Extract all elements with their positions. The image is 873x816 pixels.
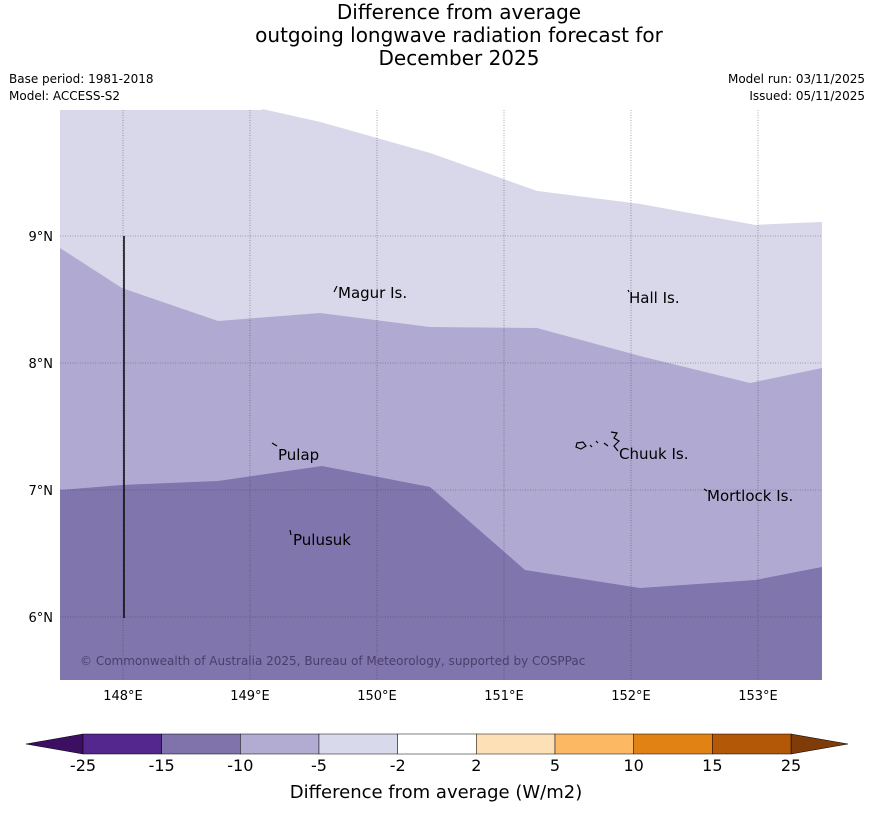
island-outlines xyxy=(271,285,708,536)
meta-right: Model run: 03/11/2025 Issued: 05/11/2025 xyxy=(728,71,865,105)
chuuk-island-2 xyxy=(589,444,593,448)
colorbar-segment-4 xyxy=(397,733,477,755)
chuuk-island-1 xyxy=(575,441,587,450)
lon-label-150e: 150°E xyxy=(357,689,397,704)
colorbar-segment-1 xyxy=(161,733,241,755)
colorbar-segment-0 xyxy=(82,733,162,755)
lat-label-6n: 6°N xyxy=(29,611,54,626)
gridlines xyxy=(60,110,822,680)
magur-island-shape xyxy=(333,285,338,293)
lon-label-149e: 149°E xyxy=(230,689,270,704)
colorbar-tick-label: 10 xyxy=(623,756,643,775)
band-minus15-to-minus10 xyxy=(60,466,822,680)
colorbar-segment-3 xyxy=(318,733,398,755)
colorbar-tick-label: -10 xyxy=(227,756,253,775)
colorbar-tick-label: 15 xyxy=(702,756,722,775)
lon-label-151e: 151°E xyxy=(484,689,524,704)
model-text: Model: ACCESS-S2 xyxy=(9,89,121,103)
title-line-2: outgoing longwave radiation forecast for xyxy=(255,23,663,47)
place-label-pulap: Pulap xyxy=(278,446,319,464)
meta-left: Base period: 1981-2018 Model: ACCESS-S2 xyxy=(9,71,154,105)
lon-label-148e: 148°E xyxy=(103,689,143,704)
colorbar-tick-label: -2 xyxy=(390,756,406,775)
colorbar-segment-7 xyxy=(633,733,713,755)
lat-label-9n: 9°N xyxy=(29,230,54,245)
colorbar-segment-2 xyxy=(240,733,320,755)
chuuk-island-3 xyxy=(595,440,599,444)
colorbar-tick-label: -5 xyxy=(311,756,327,775)
chart-title: Difference from average outgoing longwav… xyxy=(0,1,873,70)
colorbar-segment-6 xyxy=(554,733,634,755)
mortlock-island-shape xyxy=(703,488,708,492)
colorbar-over-arrow xyxy=(790,733,849,755)
pulap-island-shape xyxy=(271,442,278,447)
colorbar-ticks: -25 -15 -10 -5 -2 2 5 10 15 25 xyxy=(70,756,801,775)
place-label-hall: Hall Is. xyxy=(629,289,680,307)
title-line-3: December 2025 xyxy=(378,46,540,70)
base-period-text: Base period: 1981-2018 xyxy=(9,72,154,86)
place-label-magur: Magur Is. xyxy=(338,284,407,302)
colorbar-tick-label: 5 xyxy=(550,756,560,775)
colorbar-segment-8 xyxy=(712,733,792,755)
chuuk-island-4 xyxy=(603,442,609,447)
chuuk-island-5 xyxy=(610,431,620,452)
colorbar-segments xyxy=(25,733,849,755)
pulusuk-island-shape xyxy=(289,529,292,536)
copyright-credit: © Commonwealth of Australia 2025, Bureau… xyxy=(80,654,585,668)
colorbar-under-arrow xyxy=(25,733,84,755)
model-run-text: Model run: 03/11/2025 xyxy=(727,72,865,86)
lon-label-152e: 152°E xyxy=(611,689,651,704)
place-label-mortlock: Mortlock Is. xyxy=(707,487,793,505)
issued-text: Issued: 05/11/2025 xyxy=(749,89,865,103)
lat-label-8n: 8°N xyxy=(29,357,54,372)
colorbar-tick-label: -15 xyxy=(149,756,175,775)
colorbar-label: Difference from average (W/m2) xyxy=(290,782,582,803)
lon-label-153e: 153°E xyxy=(738,689,778,704)
colorbar-tick-label: 2 xyxy=(471,756,481,775)
colorbar-tick-label: -25 xyxy=(70,756,96,775)
colorbar-tick-label: 25 xyxy=(781,756,801,775)
place-label-chuuk: Chuuk Is. xyxy=(619,445,688,463)
hall-island-shape xyxy=(627,289,630,293)
colorbar-segment-5 xyxy=(476,733,556,755)
title-line-1: Difference from average xyxy=(336,0,582,24)
no-data-area xyxy=(60,104,822,225)
lat-label-7n: 7°N xyxy=(29,484,54,499)
place-label-pulusuk: Pulusuk xyxy=(293,531,351,549)
